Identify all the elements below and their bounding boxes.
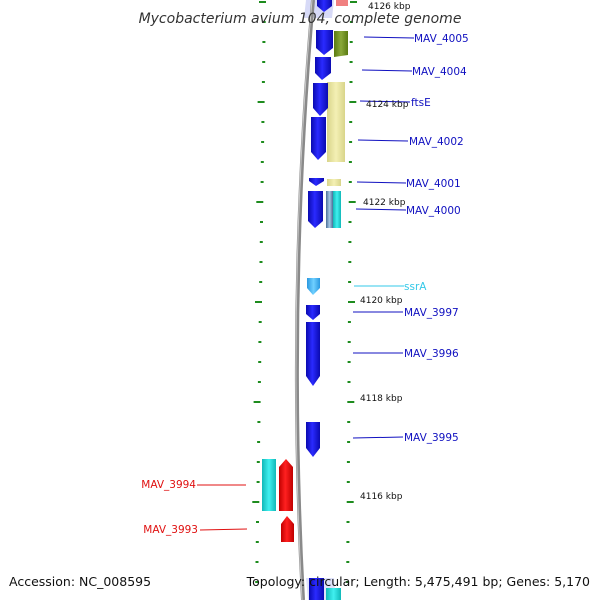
- gene-ftsE[interactable]: [313, 83, 328, 116]
- gene-mav-4004[interactable]: [315, 57, 331, 80]
- map-title: Mycobacterium avium 104, complete genome: [139, 11, 462, 27]
- khaki-feature-small: [327, 179, 341, 186]
- olive-feature: [334, 31, 348, 57]
- kbp-label-4126: 4126 kbp: [368, 2, 411, 12]
- gene-label-mav-3996[interactable]: MAV_3996: [404, 348, 459, 360]
- cyan-feature-left: [262, 459, 276, 511]
- leader-ftsE: [359, 100, 411, 103]
- leader-mav-4005: [363, 36, 415, 39]
- leader-mav-4004: [361, 69, 413, 72]
- gene-mav-4002[interactable]: [311, 117, 326, 160]
- gene-mav-3992[interactable]: [309, 578, 324, 600]
- gene-label-mav-3997[interactable]: MAV_3997: [404, 307, 459, 319]
- kbp-label-4120: 4120 kbp: [360, 296, 403, 306]
- gene-ssrA[interactable]: [307, 278, 320, 295]
- kbp-label-4116: 4116 kbp: [360, 492, 403, 502]
- leader-mav-4000: [355, 208, 407, 211]
- gene-label-mav-4000[interactable]: MAV_4000: [406, 205, 461, 217]
- cyan-feature: [333, 191, 341, 228]
- gene-label-mav-3994[interactable]: MAV_3994: [141, 479, 196, 491]
- genome-backbone: [294, 0, 315, 600]
- kbp-label-4122: 4122 kbp: [363, 198, 406, 208]
- gene-mav-4005[interactable]: [316, 30, 333, 55]
- gene-label-mav-4001[interactable]: MAV_4001: [406, 178, 461, 190]
- kbp-label-4124: 4124 kbp: [366, 100, 409, 110]
- gene-label-mav-3995[interactable]: MAV_3995: [404, 432, 459, 444]
- gene-mav-3997[interactable]: [306, 305, 320, 320]
- label-leaders: [197, 36, 415, 531]
- khaki-feature: [327, 82, 345, 162]
- leader-mav-4001: [356, 181, 407, 184]
- topology-label: Topology: circular; Length: 5,475,491 bp…: [246, 574, 590, 589]
- gene-label-mav-4005[interactable]: MAV_4005: [414, 33, 469, 45]
- leader-mav-4002: [357, 139, 409, 142]
- tick-column-left: [252, 1, 266, 583]
- kbp-label-4118: 4118 kbp: [360, 394, 403, 404]
- gene-label-mav-4002[interactable]: MAV_4002: [409, 136, 464, 148]
- gene-mav-3996[interactable]: [306, 322, 320, 386]
- gene-mav-4000[interactable]: [308, 191, 323, 228]
- gene-mav-3994[interactable]: [279, 459, 293, 511]
- gene-label-mav-4004[interactable]: MAV_4004: [412, 66, 467, 78]
- tick-column-right: [346, 1, 357, 583]
- leader-mav-3993: [199, 528, 248, 531]
- genome-backbone-highlight: [295, 0, 313, 600]
- gene-mav-3993[interactable]: [281, 516, 294, 542]
- gene-mav-4006[interactable]: [317, 0, 332, 12]
- leader-mav-3995: [352, 436, 404, 439]
- gene-mav-4001[interactable]: [309, 178, 324, 186]
- kbp-labels: 4126 kbp 4124 kbp 4122 kbp 4120 kbp 4118…: [360, 2, 411, 502]
- gene-label-mav-3993[interactable]: MAV_3993: [143, 524, 198, 536]
- steel-feature: [326, 191, 333, 228]
- pink-feature: [336, 0, 348, 6]
- cyan-feature-bottom: [326, 588, 341, 600]
- gene-label-ssrA[interactable]: ssrA: [404, 281, 427, 293]
- gene-mav-3995[interactable]: [306, 422, 320, 457]
- gene-labels: MAV_4005 MAV_4004 ftsE MAV_4002 MAV_4001…: [141, 33, 468, 536]
- gene-label-ftsE[interactable]: ftsE: [411, 97, 431, 109]
- accession-label: Accession: NC_008595: [9, 574, 151, 589]
